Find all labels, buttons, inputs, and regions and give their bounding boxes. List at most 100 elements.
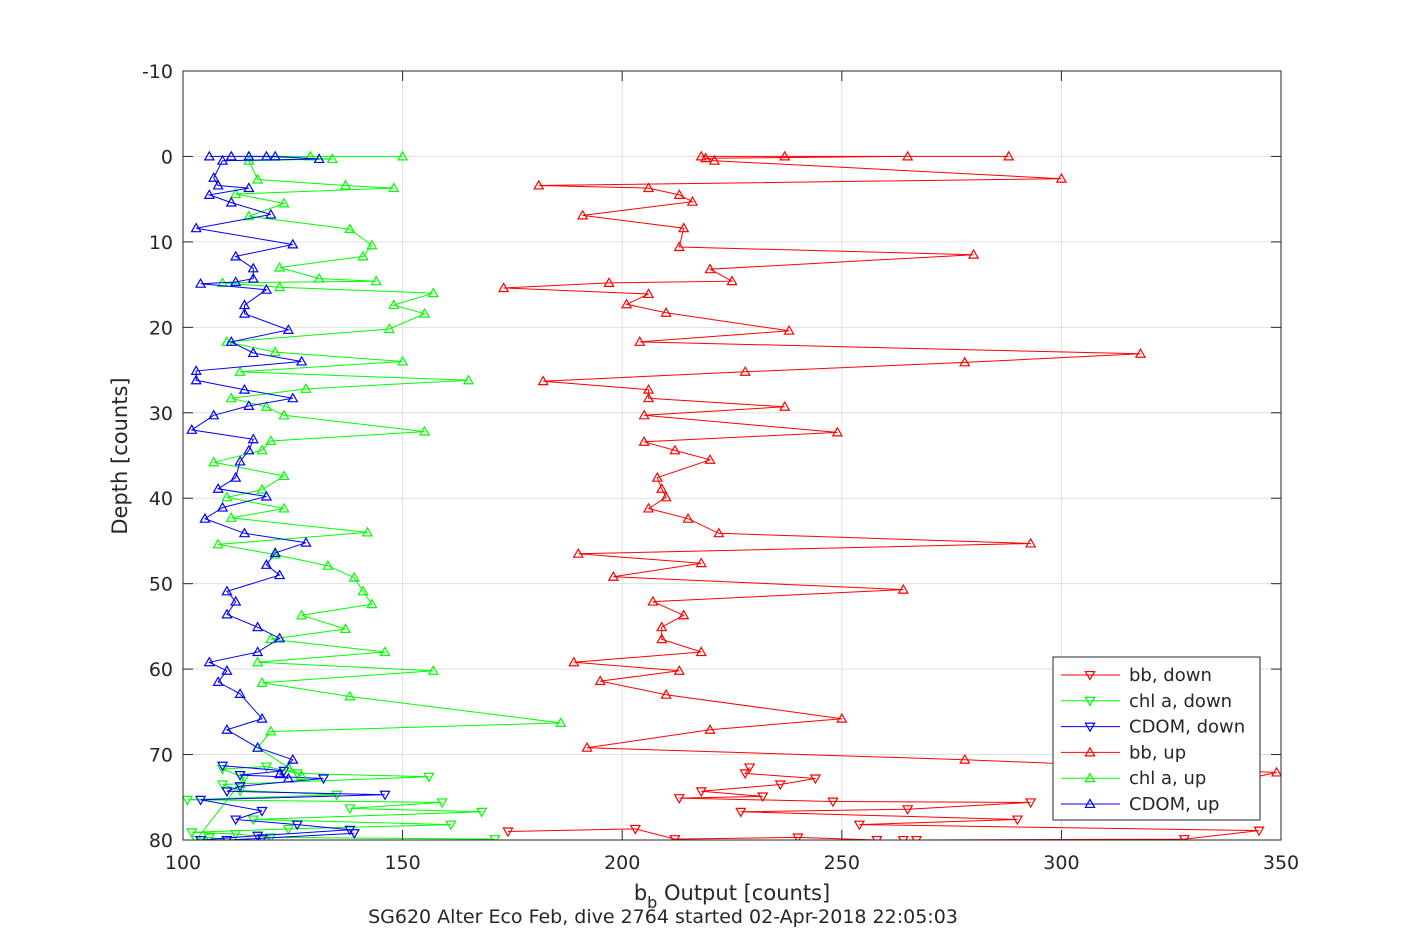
data-point — [256, 483, 268, 494]
data-point — [910, 835, 923, 840]
data-point — [221, 491, 233, 502]
data-point — [379, 790, 391, 801]
data-point — [221, 585, 233, 596]
data-point — [216, 154, 229, 165]
data-point — [344, 690, 356, 701]
legend-marker — [1084, 746, 1096, 757]
data-point — [660, 306, 672, 317]
data-point — [418, 425, 431, 436]
data-point — [1055, 172, 1068, 183]
data-point — [256, 676, 268, 687]
data-point — [304, 150, 317, 161]
data-point — [216, 501, 229, 512]
data-point — [959, 356, 971, 367]
data-point — [190, 374, 202, 385]
data-point — [638, 409, 650, 420]
data-point — [581, 741, 593, 752]
data-point — [208, 456, 220, 467]
data-point — [638, 436, 650, 446]
data-point — [260, 559, 273, 569]
data-point — [260, 283, 273, 294]
data-point — [502, 827, 514, 838]
data-point — [269, 548, 281, 559]
x-tick-label: 100 — [165, 852, 201, 874]
data-point — [348, 571, 360, 582]
data-point — [194, 835, 207, 840]
data-point — [959, 753, 971, 764]
data-point — [221, 835, 233, 840]
data-point — [357, 250, 369, 261]
data-point — [708, 154, 721, 165]
data-point — [1134, 348, 1147, 358]
data-point — [212, 179, 224, 190]
data-point — [221, 608, 233, 619]
data-point — [774, 780, 786, 791]
series-line — [200, 765, 386, 840]
data-point — [436, 798, 448, 809]
data-point — [704, 723, 716, 734]
data-point — [396, 150, 409, 161]
x-tick-label: 300 — [1043, 852, 1079, 874]
data-point — [326, 153, 338, 164]
data-point — [225, 512, 237, 522]
data-point — [282, 772, 295, 783]
data-point — [225, 196, 237, 207]
data-point — [216, 761, 229, 772]
data-point — [234, 688, 246, 698]
data-point — [779, 400, 791, 411]
data-point — [462, 374, 475, 385]
data-point — [252, 741, 264, 752]
data-point — [203, 656, 215, 667]
legend-item: chl a, down — [1061, 691, 1232, 712]
data-point — [568, 656, 580, 667]
data-point — [418, 307, 431, 318]
legend-item: CDOM, up — [1061, 794, 1219, 815]
data-point — [1253, 826, 1265, 837]
data-point — [379, 646, 391, 657]
data-point — [291, 820, 303, 831]
data-point — [234, 771, 246, 781]
data-point — [208, 409, 220, 420]
series-line — [190, 155, 320, 779]
data-point — [194, 795, 207, 806]
legend: bb, down chl a, down CDOM, down bb, up chl a… — [1052, 656, 1261, 821]
data-point — [476, 807, 488, 818]
data-point — [190, 222, 202, 233]
data-point — [572, 547, 584, 558]
data-point — [1003, 150, 1015, 161]
data-point — [871, 835, 883, 840]
y-tick-label: 40 — [149, 488, 173, 510]
data-point — [629, 824, 642, 835]
legend-item: chl a, up — [1061, 768, 1206, 789]
data-point — [183, 795, 194, 806]
data-point — [537, 375, 549, 386]
x-tick-label: 150 — [384, 852, 420, 874]
data-point — [252, 173, 264, 184]
data-point — [273, 569, 286, 580]
data-point — [203, 833, 215, 840]
data-point — [313, 272, 325, 283]
data-point — [366, 598, 378, 609]
data-point — [186, 828, 198, 839]
y-tick-label: 70 — [149, 745, 173, 767]
data-point — [695, 646, 707, 657]
data-point — [273, 281, 286, 292]
data-point — [656, 633, 668, 644]
data-point — [243, 182, 255, 193]
data-point — [792, 833, 804, 840]
data-point — [273, 768, 286, 779]
data-point — [634, 336, 646, 346]
legend-marker — [1084, 772, 1096, 783]
plot-frame — [182, 70, 1282, 841]
legend-item: bb, down — [1061, 665, 1212, 686]
data-point — [853, 820, 866, 831]
data-point — [361, 526, 374, 537]
data-point — [199, 512, 211, 523]
data-point — [230, 471, 242, 482]
legend-box — [1052, 656, 1261, 821]
data-point — [669, 444, 681, 455]
data-point — [230, 829, 242, 840]
legend-marker — [1084, 670, 1096, 681]
data-point — [287, 753, 299, 764]
